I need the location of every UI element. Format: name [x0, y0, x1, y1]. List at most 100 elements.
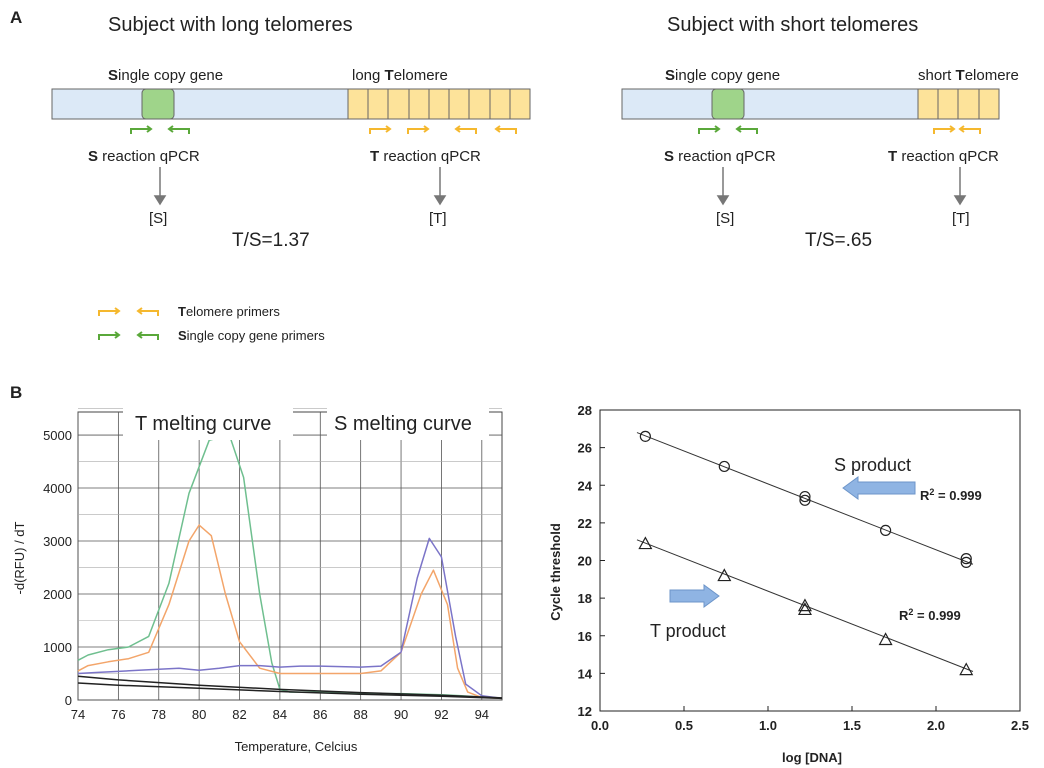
t-product-label: T product [650, 621, 726, 641]
left-gene-label: Single copy gene [108, 67, 224, 84]
legend-single-copy-primer-icon [98, 331, 159, 340]
melt-title-t: T melting curve [135, 413, 271, 435]
melt-curve-series-3 [77, 537, 503, 700]
right-s-reaction-label: S reaction qPCR [664, 148, 776, 165]
std-plot-frame [599, 409, 1021, 712]
melt-curve-series-5 [77, 682, 503, 700]
s-product-point [960, 553, 972, 565]
r2-s-label: R2 = 0.999 [920, 487, 982, 503]
std-x-tick-label: 0.5 [675, 718, 693, 733]
s-product-point [960, 556, 972, 568]
melt-x-tick-label: 92 [434, 707, 448, 722]
std-y-tick-label: 16 [578, 629, 592, 644]
right-telomere-repeats [917, 88, 1000, 120]
melt-x-tick-label: 76 [111, 707, 125, 722]
s-product-point [639, 430, 651, 442]
melt-y-tick-label: 5000 [43, 428, 72, 443]
melt-x-tick-label: 78 [152, 707, 166, 722]
right-telomere-label: short Telomere [918, 67, 1019, 84]
melt-y-axis-label: -d(RFU) / dT [12, 521, 27, 594]
panel-b-letter: B [10, 383, 23, 402]
melt-curve-series-2 [77, 524, 503, 700]
melt-x-tick-label: 74 [71, 707, 85, 722]
left-ratio: T/S=1.37 [232, 230, 310, 251]
std-x-tick-label: 0.0 [591, 718, 609, 733]
melt-y-tick-label: 0 [65, 693, 72, 708]
left-s-primers [130, 125, 190, 134]
melt-x-tick-label: 88 [353, 707, 367, 722]
left-single-copy-gene [141, 88, 175, 120]
right-t-arrow [953, 167, 967, 206]
t-product-point [797, 598, 812, 612]
right-t-result: [T] [952, 210, 970, 227]
right-chromosome [621, 88, 1000, 120]
melt-y-tick-label: 4000 [43, 481, 72, 496]
melt-title-s: S melting curve [334, 413, 472, 435]
melt-x-tick-label: 94 [475, 707, 489, 722]
melt-x-tick-label: 86 [313, 707, 327, 722]
std-x-tick-label: 1.0 [759, 718, 777, 733]
s-product-fit-line [636, 432, 974, 565]
melt-x-axis-label: Temperature, Celcius [235, 739, 358, 754]
right-s-arrow [716, 167, 730, 206]
melt-x-tick-label: 80 [192, 707, 206, 722]
s-product-point [799, 490, 811, 503]
s-product-point [718, 460, 730, 473]
legend-telomere-primer-icon [98, 307, 159, 316]
left-s-reaction-label: S reaction qPCR [88, 148, 200, 165]
melt-y-tick-label: 3000 [43, 534, 72, 549]
melt-x-tick-label: 90 [394, 707, 408, 722]
melt-x-tick-label: 84 [273, 707, 287, 722]
melt-x-tick-label: 82 [232, 707, 246, 722]
left-s-result: [S] [149, 210, 168, 227]
right-t-reaction-label: T reaction qPCR [888, 148, 999, 165]
right-s-primers [698, 125, 758, 134]
left-t-arrow [433, 167, 447, 206]
std-y-tick-label: 18 [578, 591, 592, 606]
left-telomere-label: long Telomere [352, 67, 448, 84]
legend-telomere-primers: Telomere primers [178, 304, 280, 319]
std-y-tick-label: 26 [578, 441, 592, 456]
melt-y-tick-label: 1000 [43, 640, 72, 655]
legend-single-copy-primers: Single copy gene primers [178, 328, 325, 343]
t-product-fit-line [636, 539, 974, 672]
std-y-axis-label: Cycle threshold [548, 523, 563, 621]
s-product-point [799, 494, 811, 506]
melt-y-tick-label: 2000 [43, 587, 72, 602]
std-y-tick-label: 20 [578, 554, 592, 569]
right-t-primers [933, 125, 981, 134]
panel-a-diagram [51, 88, 1000, 340]
left-telomere-repeats [347, 88, 531, 120]
left-t-primers [369, 125, 517, 134]
left-s-arrow [153, 167, 167, 206]
r2-t-label: R2 = 0.999 [899, 607, 961, 623]
left-chromosome [51, 88, 531, 120]
std-y-tick-label: 12 [578, 704, 592, 719]
std-y-tick-label: 22 [578, 516, 592, 531]
right-s-result: [S] [716, 210, 735, 227]
left-t-reaction-label: T reaction qPCR [370, 148, 481, 165]
std-x-tick-label: 1.5 [843, 718, 861, 733]
melt-title-s-bg [327, 402, 489, 440]
left-t-result: [T] [429, 210, 447, 227]
std-y-tick-label: 28 [578, 403, 592, 418]
t-product-point [959, 662, 974, 676]
t-product-point [717, 568, 732, 582]
melt-title-t-bg [123, 402, 293, 440]
std-x-tick-label: 2.5 [1011, 718, 1029, 733]
s-product-point [879, 524, 892, 537]
std-y-tick-label: 24 [578, 478, 593, 493]
std-x-axis-label: log [DNA] [782, 750, 842, 765]
t-product-point [878, 632, 893, 646]
left-subject-title: Subject with long telomeres [108, 14, 353, 36]
right-gene-label: Single copy gene [665, 67, 781, 84]
right-ratio: T/S=.65 [805, 230, 873, 251]
s-product-arrow-icon [842, 476, 916, 500]
s-product-label: S product [834, 455, 911, 475]
melt-curve-series-4 [77, 675, 503, 699]
right-subject-title: Subject with short telomeres [667, 14, 919, 36]
t-product-point [797, 602, 812, 616]
right-single-copy-gene [711, 88, 745, 120]
